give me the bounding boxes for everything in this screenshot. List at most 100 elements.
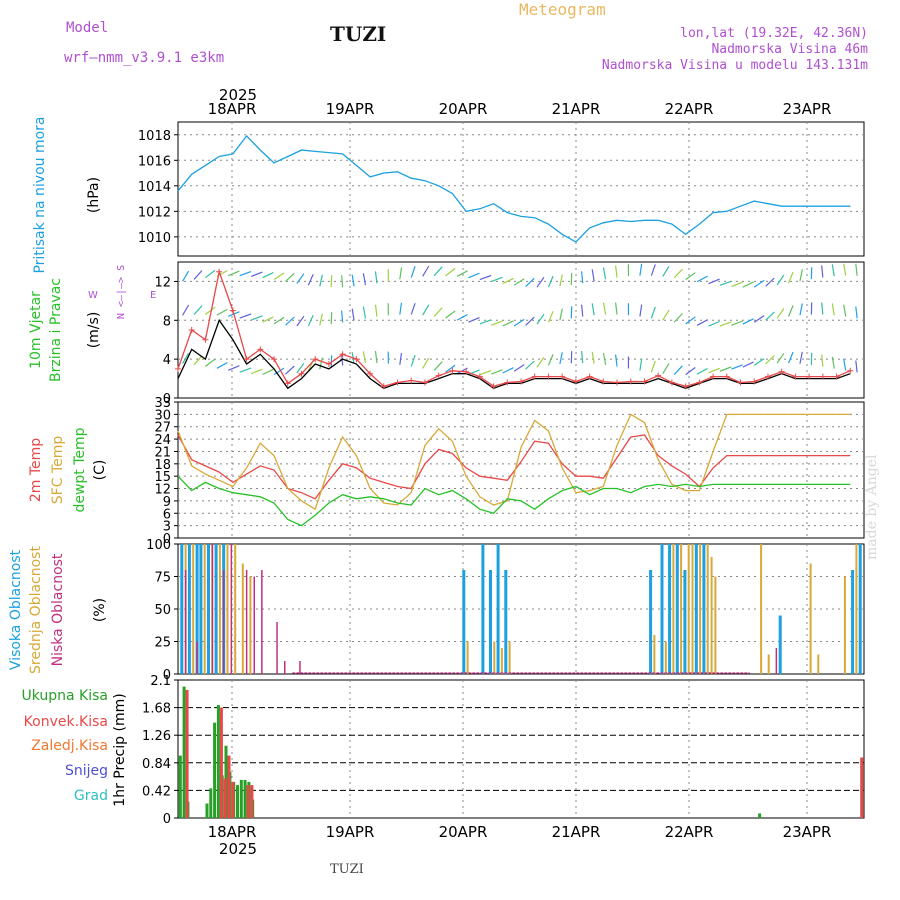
- wind-gust-marker-0: [175, 365, 181, 372]
- temperature-ytick-label-3: 9: [163, 495, 171, 510]
- temperature-line-1: [177, 413, 851, 511]
- wind-vector-r0-15: [351, 274, 355, 287]
- wind-gust-marker-37: [682, 383, 689, 390]
- wind-vector-r0-14: [341, 275, 344, 288]
- temperature-ytick-label-7: 21: [154, 445, 171, 460]
- cloud-bar-0-12: [649, 570, 653, 674]
- wind-vector-r2-45: [696, 367, 708, 375]
- wind-vector-r0-33: [559, 274, 563, 287]
- top-day-label-1: 19APR: [326, 100, 375, 118]
- wind-gust-marker-41: [737, 379, 744, 386]
- wind-vector-r1-8: [273, 316, 285, 325]
- pressure-line: [177, 135, 851, 243]
- top-day-label-4: 22APR: [665, 100, 714, 118]
- wind-gust-line: [177, 269, 851, 388]
- wind-gust-marker-36: [668, 379, 675, 386]
- temperature-ytick-label-6: 18: [154, 458, 171, 473]
- wind-vector-r2-37: [602, 352, 607, 365]
- wind-vector-r1-27: [491, 320, 503, 326]
- temperature-ytick-label-9: 27: [154, 421, 171, 436]
- wind-vector-r2-31: [536, 357, 545, 368]
- wind-gust-marker-17: [408, 377, 415, 384]
- temperature-axis-label-1: SFC Temp: [50, 436, 66, 505]
- wind-compass-label: N <–|–> S: [116, 265, 127, 319]
- meteogram-title: Meteogram: [519, 0, 606, 19]
- wind-vector-r1-28: [502, 320, 514, 327]
- wind-vector-r1-50: [753, 315, 765, 323]
- cloud-bar-1-6: [234, 544, 237, 674]
- cloud-bar-1-27: [843, 576, 846, 674]
- wind-vector-r2-1: [193, 355, 203, 366]
- wind-axis-label-1: 10m Vjetar: [28, 291, 44, 369]
- wind-vector-r0-7: [262, 272, 274, 279]
- wind-gust-marker-45: [792, 373, 799, 380]
- wind-gust-marker-22: [476, 373, 483, 380]
- wind-vector-r1-33: [559, 308, 563, 321]
- bottom-day-label-5: 23APR: [783, 823, 832, 841]
- cloud-axis-label-2: Niska Oblacnost: [50, 553, 66, 666]
- wind-vector-r2-8: [273, 367, 285, 376]
- wind-vector-r1-16: [362, 306, 367, 319]
- cloud-bar-1-25: [809, 563, 812, 674]
- cloud-bar-2-4: [230, 544, 233, 674]
- wind-vector-r2-40: [639, 358, 643, 371]
- cloud-bar-0-19: [778, 615, 782, 674]
- wind-vector-r2-23: [445, 364, 456, 373]
- precip-axis-label: 1hr Precip (mm): [112, 693, 128, 806]
- precip-bar-1-2: [223, 778, 227, 818]
- wind-vector-r2-59: [855, 360, 858, 373]
- wind-vector-r1-12: [319, 313, 323, 326]
- bottom-year-label: 2025: [219, 840, 257, 858]
- cloud-bar-0-21: [858, 544, 862, 674]
- wind-vector-r2-41: [650, 360, 656, 373]
- wind-vector-r0-0: [182, 270, 190, 282]
- precip-bar-1-6: [250, 785, 254, 818]
- wind-vector-r2-38: [615, 354, 618, 367]
- cloud-bar-1-23: [760, 544, 763, 674]
- wind-frame: [177, 261, 865, 399]
- top-day-label-0: 18APR: [208, 100, 257, 118]
- wind-vector-r1-51: [765, 311, 775, 321]
- wind-vector-r2-52: [776, 352, 785, 364]
- wind-vector-r0-56: [821, 265, 824, 278]
- wind-vector-r1-45: [696, 319, 708, 326]
- precip-legend-3: Snijeg: [65, 763, 108, 779]
- wind-vector-r0-49: [742, 281, 754, 288]
- wind-vector-r0-23: [445, 268, 456, 277]
- station-title: TUZI: [330, 22, 387, 46]
- wind-vector-r0-36: [591, 269, 595, 282]
- wind-vector-r2-9: [285, 365, 295, 375]
- wind-vector-r1-1: [193, 305, 203, 315]
- cloud-bar-1-10: [493, 641, 496, 674]
- wind-gust-marker-1: [188, 327, 195, 333]
- wind-vector-r2-5: [239, 367, 252, 373]
- wind-vector-r1-48: [731, 320, 743, 326]
- wind-gust-marker-39: [710, 373, 717, 380]
- cloud-bar-1-2: [203, 544, 206, 674]
- wind-vector-r0-48: [731, 281, 743, 288]
- wind-vector-r0-2: [205, 269, 216, 279]
- cloud-bar-1-20: [706, 544, 709, 674]
- top-day-label-3: 21APR: [552, 100, 601, 118]
- wind-vector-r2-0: [182, 352, 190, 364]
- cloud-bar-1-12: [508, 641, 511, 674]
- temperature-unit: (C): [92, 460, 108, 481]
- precip-bar-0-3: [205, 803, 209, 818]
- wind-gust-marker-42: [751, 378, 758, 385]
- wind-vector-r2-46: [708, 367, 720, 374]
- precip-legend-4: Grad: [74, 788, 108, 804]
- wind-vector-r1-2: [205, 306, 216, 315]
- wind-gust-marker-7: [271, 356, 278, 363]
- pressure-ytick-label-1: 1012: [138, 205, 171, 220]
- wind-gust-marker-49: [847, 367, 854, 374]
- wind-vector-r1-59: [855, 306, 858, 319]
- wind-vector-r1-29: [513, 318, 525, 327]
- cloud-bar-2-8: [276, 622, 278, 674]
- wind-gust-marker-11: [325, 361, 332, 367]
- clouds-ytick-label-1: 25: [154, 636, 171, 651]
- wind-vector-r2-58: [843, 358, 847, 371]
- wind-vector-r2-32: [547, 354, 554, 366]
- precip-ytick-label-5: 2.1: [150, 674, 171, 689]
- cloud-bar-0-4: [207, 544, 210, 674]
- temperature-ytick-label-8: 24: [154, 433, 171, 448]
